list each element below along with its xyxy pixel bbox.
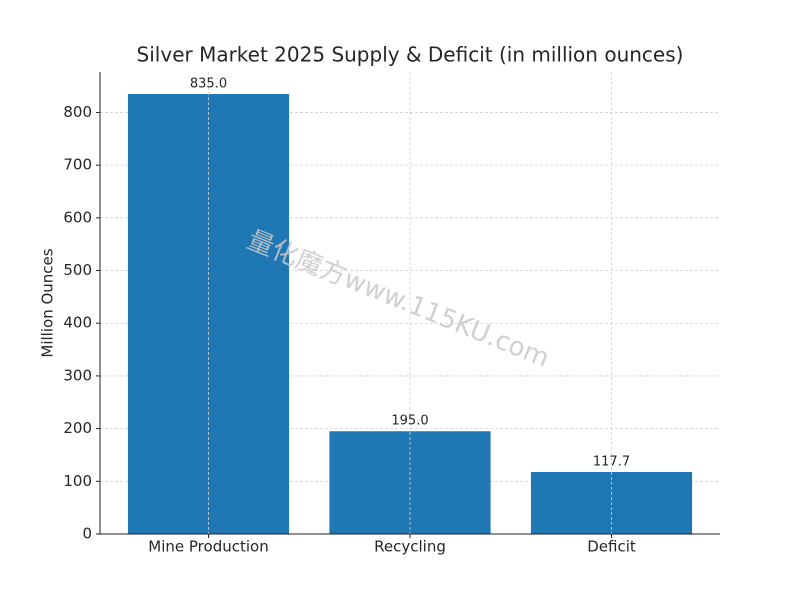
y-tick-label: 100 bbox=[63, 472, 92, 490]
y-tick-label: 200 bbox=[63, 419, 92, 437]
y-tick-label: 700 bbox=[63, 156, 92, 174]
x-tick-label: Deficit bbox=[587, 538, 636, 556]
y-tick-label: 500 bbox=[63, 261, 92, 279]
value-label: 195.0 bbox=[391, 414, 428, 429]
y-tick-label: 300 bbox=[63, 366, 92, 384]
y-tick-label: 0 bbox=[82, 525, 92, 543]
value-label: 835.0 bbox=[190, 77, 227, 92]
y-tick-label: 400 bbox=[63, 314, 92, 332]
chart-title: Silver Market 2025 Supply & Deficit (in … bbox=[137, 43, 684, 67]
value-label: 117.7 bbox=[593, 454, 630, 469]
x-tick-label: Mine Production bbox=[148, 538, 268, 556]
y-tick-label: 600 bbox=[63, 208, 92, 226]
y-axis-label: Million Ounces bbox=[39, 248, 57, 357]
watermark: 量化魔方www.115KU.com bbox=[243, 225, 553, 374]
x-tick-label: Recycling bbox=[374, 538, 446, 556]
y-tick-label: 800 bbox=[63, 103, 92, 121]
